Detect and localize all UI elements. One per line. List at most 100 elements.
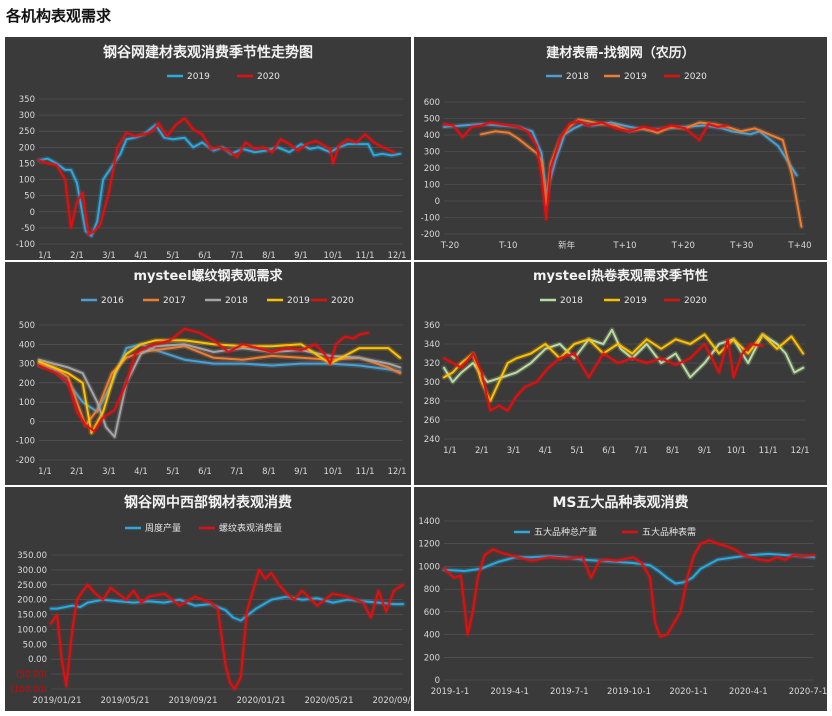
- legend-label: 2018: [566, 72, 589, 82]
- legend-label: 2020: [257, 72, 280, 82]
- legend-label: 螺纹表观消费量: [219, 522, 282, 534]
- x-tick-label: 8/1: [262, 467, 276, 477]
- legend-label: 五大品种总产量: [534, 526, 597, 538]
- chart-title: mysteel热卷表观需求季节性: [533, 268, 708, 284]
- y-tick-label: 340: [424, 340, 440, 350]
- series-line-螺纹表观消费量: [50, 568, 404, 690]
- legend-label: 2017: [163, 296, 186, 306]
- x-tick-label: 3/1: [102, 467, 116, 477]
- x-tick-label: 6/1: [602, 446, 616, 456]
- x-tick-label: 2020-1-1: [669, 687, 708, 697]
- y-tick-label: 100: [424, 181, 440, 191]
- x-tick-label: 10/1: [323, 467, 342, 477]
- x-tick-label: 10/1: [727, 446, 746, 456]
- chart-svg: 钢谷网中西部钢材表观消费 350.00 300.00 250.00 200.00 150.…: [11, 494, 411, 706]
- legend-label: 2020: [331, 296, 354, 306]
- y-tick-label: 300: [19, 111, 35, 121]
- chart-panel-mysteel-hrc: mysteel热卷表观需求季节性 360 340 320 300 280 260 240 1/1…: [414, 262, 827, 485]
- y-tick-label: 600: [424, 608, 440, 618]
- y-tick-label: 150: [19, 159, 35, 169]
- chart-panel-mysteel-rebar: mysteel螺纹钢表观需求 500 400 300 200 100 0 -100 -200 1/…: [5, 262, 411, 485]
- x-tick-label: 4/1: [134, 467, 148, 477]
- x-tick-label: 2019/05/21: [101, 696, 150, 706]
- y-tick-label: 200: [424, 653, 440, 663]
- chart-svg: mysteel热卷表观需求季节性 360 340 320 300 280 260 2401/1…: [424, 268, 810, 456]
- chart-panel-zhaogang-lunar: 建材表需-找钢网（农历） 600 500 400 300 200 100 0 -100 -200 T…: [414, 37, 827, 260]
- y-tick-label: 1200: [418, 540, 440, 550]
- legend-label: 2018: [560, 296, 583, 306]
- chart-title: mysteel螺纹钢表观需求: [133, 268, 283, 284]
- legend-label: 2019: [624, 296, 647, 306]
- series-line-2016: [38, 343, 402, 413]
- chart-title: MS五大品种表观消费: [552, 494, 688, 511]
- series-line-2018: [38, 343, 402, 438]
- x-tick-label: 11/1: [355, 251, 374, 260]
- y-tick-label: 400: [424, 131, 440, 141]
- y-tick-label: -100: [16, 437, 35, 447]
- x-tick-label: 10/1: [323, 251, 342, 260]
- series-glow-2020: [36, 115, 397, 237]
- y-tick-label: 200: [19, 143, 35, 153]
- chart-panel-midwest-consumption: 钢谷网中西部钢材表观消费 350.00 300.00 250.00 200.00 150.…: [5, 487, 411, 711]
- y-tick-label: 250.00: [17, 581, 47, 591]
- x-tick-label: 6/1: [198, 251, 212, 260]
- y-tick-label: 0: [435, 676, 440, 686]
- series-line-2019: [38, 123, 402, 237]
- x-tick-label: 1/1: [38, 467, 52, 477]
- y-tick-label: 320: [424, 359, 440, 369]
- y-tick-label: 100: [19, 176, 35, 186]
- x-tick-label: 8/1: [262, 251, 276, 260]
- x-tick-label: 2020-7-1: [789, 687, 827, 697]
- chart-svg: 建材表需-找钢网（农历）6005004003002001000-100-200T…: [421, 45, 812, 251]
- x-tick-label: 1/1: [38, 251, 52, 260]
- legend-label: 2016: [101, 296, 124, 306]
- y-tick-label: 600: [424, 98, 440, 108]
- y-tick-label: 100.00: [17, 625, 47, 635]
- chart-panel-steel-valley-seasonal: 钢谷网建材表观消费季节性走势图 350 300 250 200 150 100 50 0 -50 -…: [5, 37, 411, 260]
- x-tick-label: 4/1: [134, 251, 148, 260]
- x-tick-label: 7/1: [634, 446, 648, 456]
- x-tick-label: 2/1: [70, 251, 84, 260]
- x-tick-label: 9/1: [294, 251, 308, 260]
- x-tick-label: 1/1: [443, 446, 457, 456]
- y-tick-label: 0: [30, 208, 35, 218]
- series-line-2019: [480, 118, 803, 228]
- x-tick-label: 8/1: [666, 446, 680, 456]
- x-tick-label: 11/1: [759, 446, 778, 456]
- series-line-2018: [443, 328, 805, 383]
- series-line-2020: [38, 117, 396, 236]
- chart-panel-ms-five-products: MS五大品种表观消费 1400 1200 1000 800 600 400 200 0 2019-…: [414, 487, 827, 711]
- y-tick-label: 150.00: [17, 611, 47, 621]
- legend-label: 2019: [187, 72, 210, 82]
- chart-title: 钢谷网建材表观消费季节性走势图: [103, 44, 313, 61]
- x-tick-label: 2019/01/21: [33, 696, 82, 706]
- legend-label: 2018: [225, 296, 248, 306]
- x-tick-label: 2019-10-1: [607, 687, 651, 697]
- y-tick-label: (100.00): [11, 685, 47, 695]
- y-tick-label: 240: [424, 435, 440, 445]
- x-tick-label: 2/1: [475, 446, 489, 456]
- series-glow-2020: [441, 118, 730, 222]
- x-tick-label: 5/1: [570, 446, 584, 456]
- y-tick-label: -100: [421, 214, 440, 224]
- y-tick-label: 100: [19, 398, 35, 408]
- legend-label: 五大品种表需: [642, 526, 696, 538]
- x-tick-label: 5/1: [166, 467, 180, 477]
- x-tick-label: 2020/05/21: [305, 696, 354, 706]
- y-tick-label: 500: [424, 115, 440, 125]
- y-tick-label: 50.00: [23, 640, 47, 650]
- y-tick-label: 300: [424, 148, 440, 158]
- y-tick-label: 1000: [418, 562, 440, 572]
- legend-label: 2019: [624, 72, 647, 82]
- series-line-2018: [443, 121, 798, 196]
- y-tick-label: 1400: [418, 517, 440, 527]
- x-tick-label: 11/1: [355, 467, 374, 477]
- y-tick-label: 260: [424, 416, 440, 426]
- x-tick-label: T+40: [787, 241, 811, 251]
- chart-svg: MS五大品种表观消费14001200100080060040020002019-…: [418, 494, 827, 697]
- chart-svg: 钢谷网建材表观消费季节性走势图 350 300 250 200 150 100 50 0 -50 -…: [16, 44, 407, 260]
- x-tick-label: 5/1: [166, 251, 180, 260]
- y-tick-label: 400: [19, 340, 35, 350]
- y-tick-label: 0: [30, 417, 35, 427]
- series-line-五大品种表需: [443, 539, 815, 638]
